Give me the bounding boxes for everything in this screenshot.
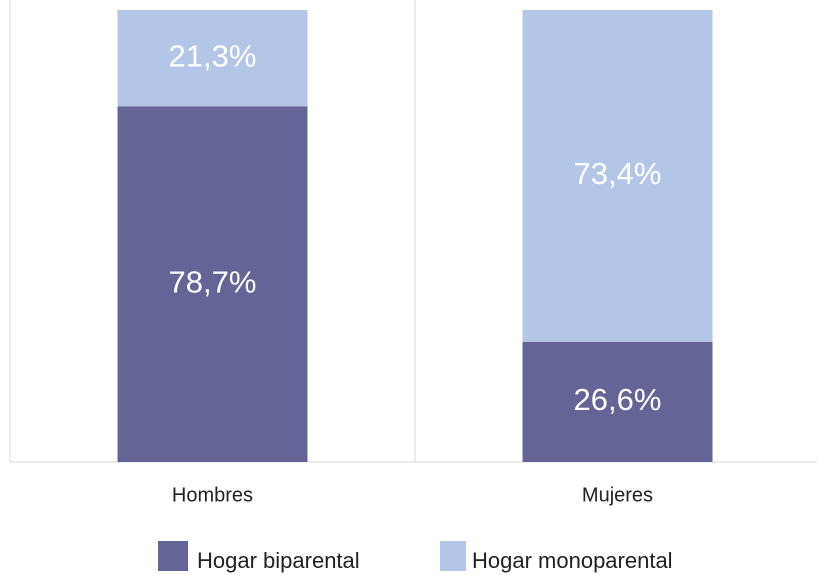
bar-segment bbox=[522, 10, 713, 342]
legend-label: Hogar monoparental bbox=[472, 548, 673, 573]
bar-segment bbox=[117, 106, 308, 462]
legend-swatch bbox=[440, 541, 466, 571]
value-label: 26,6% bbox=[574, 382, 662, 417]
legend-swatch bbox=[158, 541, 188, 571]
value-label: 78,7% bbox=[169, 264, 257, 299]
x-tick-label: Mujeres bbox=[582, 484, 653, 506]
x-tick-label: Hombres bbox=[172, 484, 253, 506]
bar-segment bbox=[522, 341, 713, 462]
bar-segment bbox=[117, 10, 308, 107]
value-label: 21,3% bbox=[169, 38, 257, 73]
value-label: 73,4% bbox=[574, 156, 662, 191]
legend-label: Hogar biparental bbox=[197, 548, 360, 573]
